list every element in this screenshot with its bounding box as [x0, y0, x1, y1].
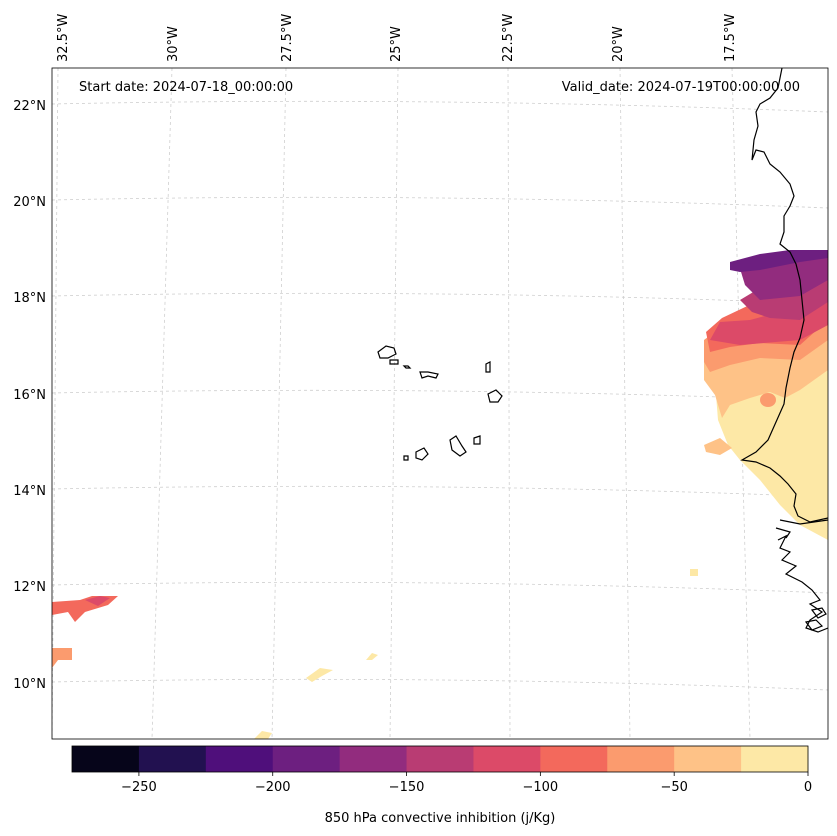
- colorbar-swatch: [272, 746, 341, 772]
- coast-islands-south: [804, 607, 827, 631]
- cin-field-west: [52, 596, 378, 739]
- parallel-22n: [52, 100, 828, 113]
- longitude-labels: 32.5°W 30°W 27.5°W 25°W 22.5°W 20°W 17.5…: [56, 14, 738, 62]
- island-maio: [473, 435, 481, 445]
- latitude-labels: 22°N 20°N 18°N 16°N 14°N 12°N 10°N: [13, 99, 46, 692]
- field-patch-0-25-small: [690, 569, 698, 576]
- colorbar-label: 850 hPa convective inhibition (j/Kg): [325, 811, 556, 826]
- island-santiago: [449, 435, 467, 457]
- colorbar-tick-label: −150: [389, 780, 425, 795]
- colorbar-swatch: [540, 746, 608, 772]
- south-patch-1: [306, 668, 333, 682]
- colorbar-tick-label: −100: [523, 780, 559, 795]
- lon-label-27-5w: 27.5°W: [280, 14, 295, 62]
- colorbar-ticks: −250 −200 −150 −100 −50 0: [121, 772, 812, 795]
- parallel-20n: [52, 196, 828, 209]
- island-sao-nicolau: [419, 371, 439, 379]
- lat-label-12n: 12°N: [13, 580, 46, 595]
- island-brava: [403, 455, 409, 461]
- start-date-text: Start date: 2024-07-18_00:00:00: [79, 80, 293, 95]
- island-santo-antao: [377, 345, 397, 359]
- colorbar-swatch: [205, 746, 274, 772]
- lon-label-17-5w: 17.5°W: [723, 14, 738, 62]
- cape-verde-islands: [377, 345, 503, 461]
- colorbar-swatch: [473, 746, 541, 772]
- colorbar-tick-label: −200: [255, 780, 291, 795]
- colorbar-swatch: [339, 746, 408, 772]
- colorbar: −250 −200 −150 −100 −50 0 850 hPa convective …: [71, 745, 812, 826]
- meridian-25w: [389, 68, 399, 739]
- colorbar-tick-label: −50: [660, 780, 687, 795]
- field-patch-50-75-inner: [760, 393, 776, 407]
- meridian-17-5w: [731, 68, 751, 739]
- lat-label-10n: 10°N: [13, 677, 46, 692]
- parallel-14n: [52, 485, 828, 498]
- island-boa-vista: [487, 389, 503, 403]
- parallel-12n: [52, 581, 828, 594]
- island-fogo: [415, 447, 429, 461]
- field-band-175-200: [730, 250, 828, 272]
- colorbar-swatch: [607, 746, 675, 772]
- island-santa-luzia: [402, 365, 412, 369]
- map-background: [52, 68, 828, 739]
- meridian-20w: [619, 68, 631, 739]
- lat-label-20n: 20°N: [13, 195, 46, 210]
- south-patch-2: [366, 653, 378, 660]
- parallel-10n: [52, 678, 828, 691]
- parallel-18n: [52, 292, 828, 305]
- parallel-16n: [52, 389, 828, 402]
- field-patch-25-50-south: [704, 438, 732, 455]
- meridian-32-5w: [52, 68, 59, 739]
- lon-label-25w: 25°W: [389, 26, 404, 62]
- map-content: [52, 68, 828, 739]
- island-sao-vicente: [389, 359, 399, 365]
- meridian-30w: [151, 68, 173, 739]
- meridian-22-5w: [507, 68, 511, 739]
- coastline: [740, 68, 828, 633]
- lat-label-16n: 16°N: [13, 388, 46, 403]
- lat-label-14n: 14°N: [13, 484, 46, 499]
- colorbar-tick-label: 0: [804, 780, 812, 795]
- colorbar-swatch: [138, 746, 207, 772]
- lon-label-32-5w: 32.5°W: [56, 14, 71, 62]
- west-patch-100-125: [85, 596, 110, 606]
- meridian-27-5w: [271, 68, 287, 739]
- colorbar-swatch: [406, 746, 474, 772]
- lon-label-20w: 20°W: [611, 26, 626, 62]
- colorbar-tick-label: −250: [121, 780, 157, 795]
- coast-guinea-bissau: [775, 519, 828, 539]
- colorbar-swatches: [72, 746, 809, 772]
- lon-label-22-5w: 22.5°W: [501, 14, 516, 62]
- lat-label-22n: 22°N: [13, 99, 46, 114]
- west-patch-50-75: [52, 648, 72, 668]
- colorbar-frame: [71, 745, 809, 773]
- island-sal: [485, 361, 491, 373]
- colorbar-swatch: [674, 746, 742, 772]
- africa-coast: [740, 68, 828, 523]
- lat-label-18n: 18°N: [13, 291, 46, 306]
- lon-label-30w: 30°W: [166, 26, 181, 62]
- valid-date-text: Valid_date: 2024-07-19T00:00:00.00: [562, 80, 800, 95]
- south-patch-3: [254, 731, 272, 739]
- colorbar-swatch: [741, 746, 809, 772]
- graticule: [52, 68, 828, 739]
- colorbar-swatch: [72, 746, 140, 772]
- cin-field-east: [690, 250, 828, 576]
- map-frame: [51, 67, 829, 740]
